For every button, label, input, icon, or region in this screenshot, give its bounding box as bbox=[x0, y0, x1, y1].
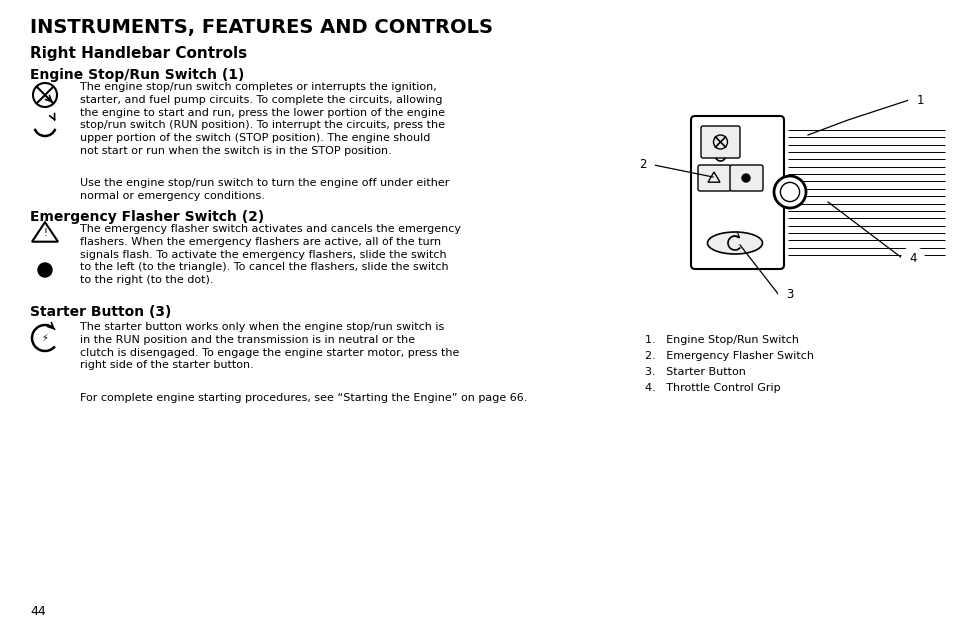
Circle shape bbox=[901, 247, 923, 269]
FancyBboxPatch shape bbox=[698, 165, 730, 191]
Text: INSTRUMENTS, FEATURES AND CONTROLS: INSTRUMENTS, FEATURES AND CONTROLS bbox=[30, 18, 493, 37]
Text: 1: 1 bbox=[915, 93, 923, 107]
Text: For complete engine starting procedures, see “Starting the Engine” on page 66.: For complete engine starting procedures,… bbox=[80, 393, 527, 403]
Circle shape bbox=[741, 174, 749, 182]
Text: ⚡: ⚡ bbox=[42, 333, 49, 343]
Text: 2: 2 bbox=[639, 159, 646, 172]
Text: Starter Button (3): Starter Button (3) bbox=[30, 305, 172, 319]
FancyBboxPatch shape bbox=[729, 165, 762, 191]
Text: 3: 3 bbox=[785, 288, 793, 302]
Ellipse shape bbox=[707, 232, 761, 254]
Circle shape bbox=[908, 89, 930, 111]
Text: The starter button works only when the engine stop/run switch is
in the RUN posi: The starter button works only when the e… bbox=[80, 322, 459, 371]
Text: The engine stop/run switch completes or interrupts the ignition,
starter, and fu: The engine stop/run switch completes or … bbox=[80, 82, 444, 156]
Circle shape bbox=[631, 154, 654, 176]
Circle shape bbox=[38, 263, 52, 277]
Text: 4.   Throttle Control Grip: 4. Throttle Control Grip bbox=[644, 383, 780, 393]
Text: The emergency flasher switch activates and cancels the emergency
flashers. When : The emergency flasher switch activates a… bbox=[80, 224, 460, 285]
Text: Use the engine stop/run switch to turn the engine off under either
normal or eme: Use the engine stop/run switch to turn t… bbox=[80, 178, 449, 201]
Circle shape bbox=[773, 176, 805, 208]
Text: Emergency Flasher Switch (2): Emergency Flasher Switch (2) bbox=[30, 210, 264, 224]
Text: Engine Stop/Run Switch (1): Engine Stop/Run Switch (1) bbox=[30, 68, 244, 82]
Text: 44: 44 bbox=[30, 605, 46, 618]
Text: 1.   Engine Stop/Run Switch: 1. Engine Stop/Run Switch bbox=[644, 335, 799, 345]
Circle shape bbox=[779, 284, 801, 306]
FancyBboxPatch shape bbox=[690, 116, 783, 269]
Text: !: ! bbox=[43, 228, 47, 238]
Text: 2.   Emergency Flasher Switch: 2. Emergency Flasher Switch bbox=[644, 351, 813, 361]
FancyBboxPatch shape bbox=[700, 126, 740, 158]
Text: Right Handlebar Controls: Right Handlebar Controls bbox=[30, 46, 247, 61]
Text: 4: 4 bbox=[908, 251, 916, 265]
Text: 3.   Starter Button: 3. Starter Button bbox=[644, 367, 745, 377]
